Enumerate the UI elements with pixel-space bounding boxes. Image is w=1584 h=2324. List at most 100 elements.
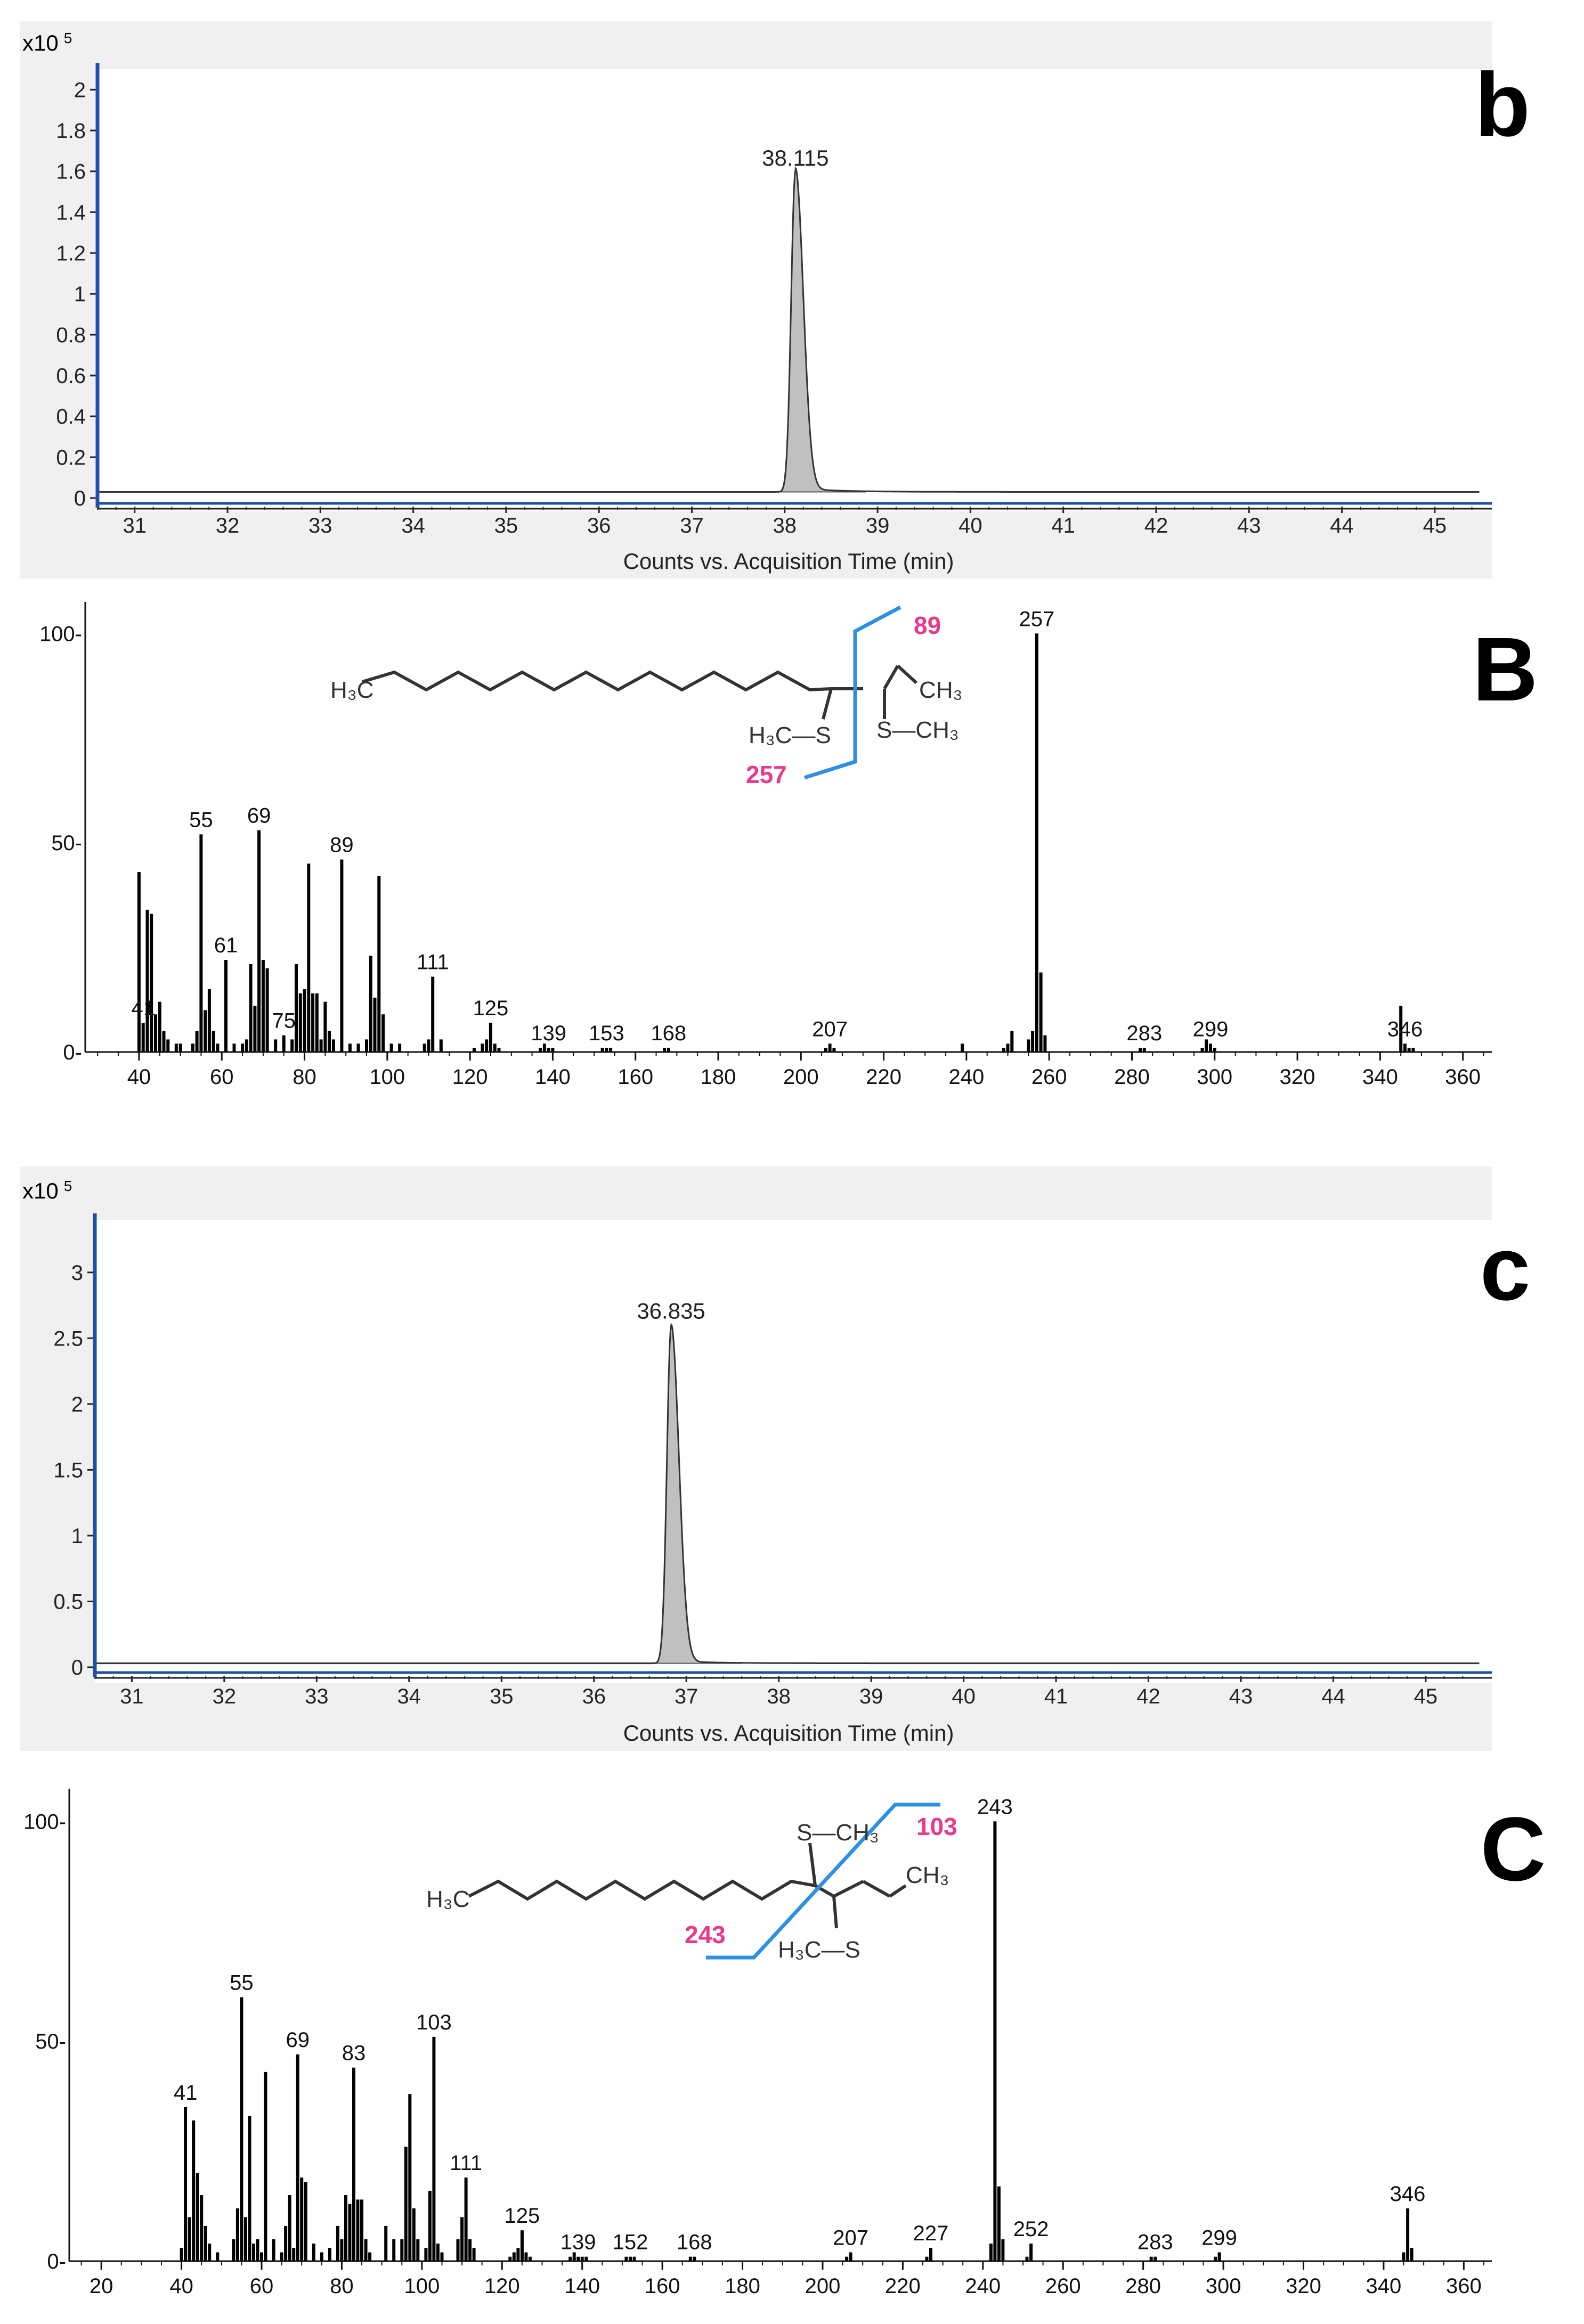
x-tick-label: 60: [250, 2274, 274, 2298]
spectrum-bar: [512, 2252, 516, 2261]
spectrum-bar: [166, 1039, 170, 1052]
peak-label: 139: [531, 1022, 566, 1045]
spectrum-bar: [298, 993, 302, 1052]
spectrum-bar: [381, 1014, 385, 1052]
spectrum-bar: [424, 2248, 428, 2261]
structure-b-h3c-s: H₃C—S: [749, 722, 831, 748]
spectrum-bar: [365, 1039, 368, 1052]
spectrum-bar: [1031, 1031, 1035, 1052]
spectrum-c-peak-labels: 41 55 69 83 103 111 125 139 152 168 207 227 243 252 28…: [174, 1795, 1426, 2254]
peak-label: 69: [286, 2028, 310, 2052]
x-tick-label: 140: [564, 2274, 600, 2298]
x-tick-label: 220: [866, 1065, 901, 1089]
spectrum-bar: [191, 1043, 194, 1052]
spectrum-bar: [180, 2248, 183, 2261]
structure-b-bond-ethyl2: [896, 664, 918, 684]
spectrum-bar: [1025, 2256, 1029, 2261]
spectrum-bar: [524, 2252, 528, 2261]
spectrum-bar: [323, 1001, 327, 1052]
spectrum-bar: [961, 1043, 964, 1052]
chromatogram-b-x-axis-label: Counts vs. Acquisition Time (min): [623, 549, 954, 574]
peak-label: 89: [330, 834, 354, 857]
spectrum-bar: [427, 1039, 430, 1052]
x-tick-label: 120: [452, 1065, 488, 1089]
y-tick-label: 0.2: [56, 446, 86, 469]
x-tick-label: 280: [1125, 2274, 1161, 2298]
spectrum-bar: [1006, 1043, 1010, 1052]
spectrum-bar: [216, 1043, 220, 1052]
peak-label: 69: [247, 804, 271, 828]
spectrum-bar: [212, 1031, 215, 1052]
spectrum-bar: [369, 956, 372, 1052]
spectrum-bar: [274, 1039, 278, 1052]
peak-label: 346: [1387, 1017, 1423, 1041]
spectrum-bar: [667, 1048, 670, 1052]
spectrum-bar: [328, 2248, 331, 2261]
x-tick-label: 260: [1031, 1065, 1067, 1089]
chromatogram-b-x-ticks: 31 32 33 34 35 36 37 38 39 40 41 42 43 44 45: [97, 507, 1473, 537]
spectrum-bar: [192, 2120, 196, 2261]
spectrum-bar: [1399, 1006, 1403, 1052]
x-tick-label: 60: [210, 1065, 234, 1089]
y-tick-label: 50-: [51, 831, 82, 855]
spectrum-bar: [188, 2217, 191, 2261]
chromatogram-b: x10 5 00.20.40.60.811.21.41.61.82 31 32 33 3…: [20, 21, 1530, 578]
structure-c-ch3: CH₃: [906, 1862, 949, 1888]
spectrum-bar: [1035, 633, 1038, 1052]
spectrum-bar: [845, 2256, 849, 2261]
spectrum-bar: [260, 2252, 263, 2261]
structure-c-bond-s1: [808, 1842, 817, 1886]
spectrum-bar: [348, 1043, 352, 1052]
x-tick-label: 200: [783, 1065, 819, 1089]
spectrum-bar: [580, 2256, 584, 2261]
y-tick-label: 0.6: [56, 364, 86, 388]
x-tick-label: 39: [859, 1685, 883, 1708]
structure-c-bond-s2: [832, 1896, 838, 1929]
peak-label: 257: [1019, 607, 1055, 631]
spectrum-bar: [352, 2067, 355, 2261]
y-tick-label: 2: [71, 1393, 83, 1416]
spectrum-bar: [290, 1039, 294, 1052]
spectrum-bar: [303, 989, 306, 1052]
spectrum-bar: [572, 2252, 576, 2261]
spectrum-bar: [240, 1997, 243, 2261]
spectrum-bar: [368, 2252, 372, 2261]
spectrum-bar: [288, 2195, 291, 2261]
x-tick-label: 340: [1366, 2274, 1402, 2298]
spectrum-bar: [605, 1048, 608, 1052]
panel-label-c: c: [1480, 1218, 1531, 1319]
structure-b-h3c: H₃C: [330, 677, 373, 703]
peak-label: 55: [230, 1971, 254, 1995]
spectrum-bar: [1214, 2256, 1217, 2261]
x-tick-label: 300: [1197, 1065, 1232, 1089]
spectrum-bar: [464, 2178, 468, 2261]
chromatogram-b-trace: [99, 168, 1480, 493]
chromatogram-b-multiplier: x10 5: [22, 30, 72, 55]
x-tick-label: 31: [120, 1685, 144, 1708]
spectrum-bar: [489, 1023, 492, 1052]
spectrum-bar: [384, 2225, 388, 2261]
spectrum-bar: [439, 1039, 443, 1052]
spectrum-bar: [174, 1043, 178, 1052]
spectrum-bar: [997, 2186, 1001, 2261]
spectrum-bar: [416, 2239, 420, 2261]
x-tick-label: 320: [1286, 2274, 1321, 2298]
spectrum-bar: [348, 2204, 352, 2261]
spectrum-c-y-ticks: 0- 50- 100-: [23, 1810, 66, 2273]
spectrum-bar: [162, 1031, 166, 1052]
y-tick-label: 1: [74, 283, 86, 306]
panel-label-B: B: [1473, 619, 1538, 720]
spectrum-bar: [249, 964, 253, 1052]
spectrum-bar: [632, 2256, 636, 2261]
y-tick-label: 0.8: [56, 323, 86, 347]
x-tick-label: 180: [701, 1065, 736, 1089]
structure-b-ch3: CH₃: [919, 677, 962, 703]
structure-c-fragment-line: [706, 1803, 940, 1960]
peak-label: 207: [833, 2226, 868, 2249]
x-tick-label: 80: [293, 1065, 316, 1089]
peak-label: 153: [589, 1022, 624, 1045]
spectrum-bar: [280, 2252, 283, 2261]
y-tick-label: 0.4: [56, 405, 86, 429]
spectrum-bar: [468, 2239, 472, 2261]
